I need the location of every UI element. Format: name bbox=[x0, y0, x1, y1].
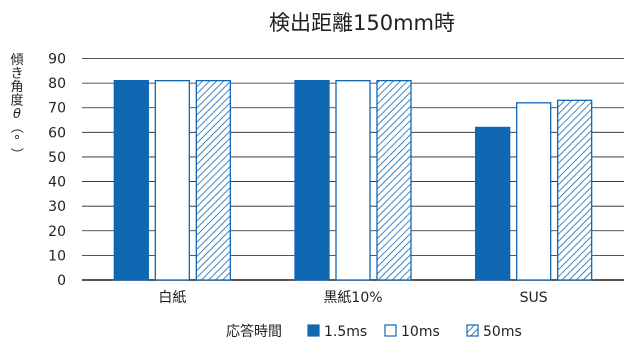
bar-50ms-白紙 bbox=[195, 80, 231, 281]
bar-1.5ms-白紙 bbox=[113, 80, 149, 281]
legend-title: 応答時間 bbox=[226, 323, 282, 340]
y-tick-label: 90 bbox=[48, 52, 66, 68]
bar-10ms-白紙 bbox=[154, 80, 190, 281]
y-axis-label-char: 角 bbox=[10, 80, 23, 95]
x-axis-ticks: 白紙 黒紙10% SUS bbox=[158, 290, 547, 306]
legend: 応答時間 1.5ms 10ms 50ms bbox=[226, 323, 522, 340]
bars bbox=[113, 80, 593, 281]
x-tick-label: SUS bbox=[520, 290, 548, 306]
y-tick-label: 80 bbox=[48, 76, 66, 92]
legend-swatch bbox=[307, 324, 320, 337]
legend-label: 50ms bbox=[483, 324, 522, 340]
chart-title: 検出距離150mm時 bbox=[269, 11, 455, 35]
y-tick-label: 70 bbox=[48, 101, 66, 117]
bar-1.5ms-SUS bbox=[475, 126, 511, 281]
y-tick-label: 10 bbox=[48, 248, 66, 264]
y-tick-label: 60 bbox=[48, 125, 66, 141]
legend-label: 1.5ms bbox=[324, 324, 367, 340]
x-tick-label: 白紙 bbox=[158, 290, 186, 306]
legend-swatch bbox=[384, 324, 397, 337]
y-axis-label-char: 傾 bbox=[10, 53, 23, 68]
y-tick-label: 50 bbox=[48, 150, 66, 166]
y-tick-label: 30 bbox=[48, 199, 66, 215]
legend-swatch bbox=[466, 324, 479, 337]
bar-10ms-SUS bbox=[516, 102, 552, 281]
y-axis-label-char: ） bbox=[9, 147, 24, 160]
bar-50ms-SUS bbox=[557, 99, 593, 281]
y-axis-ticks: 0 10 20 30 40 50 60 70 80 90 bbox=[48, 52, 66, 290]
bar-10ms-黒紙10% bbox=[335, 80, 371, 281]
y-axis-label-char: （ bbox=[9, 120, 24, 133]
y-tick-label: 0 bbox=[57, 273, 66, 289]
y-tick-label: 20 bbox=[48, 224, 66, 240]
y-axis-label-char: 度 bbox=[10, 93, 23, 109]
legend-label: 10ms bbox=[401, 324, 440, 340]
y-tick-label: 40 bbox=[48, 175, 66, 191]
y-axis-label-char: θ bbox=[13, 107, 21, 122]
y-axis-label-char: ° bbox=[14, 134, 21, 149]
x-tick-label: 黒紙10% bbox=[323, 290, 382, 306]
y-axis-label-char: き bbox=[10, 67, 23, 82]
bar-50ms-黒紙10% bbox=[376, 80, 412, 281]
bar-1.5ms-黒紙10% bbox=[294, 80, 330, 281]
